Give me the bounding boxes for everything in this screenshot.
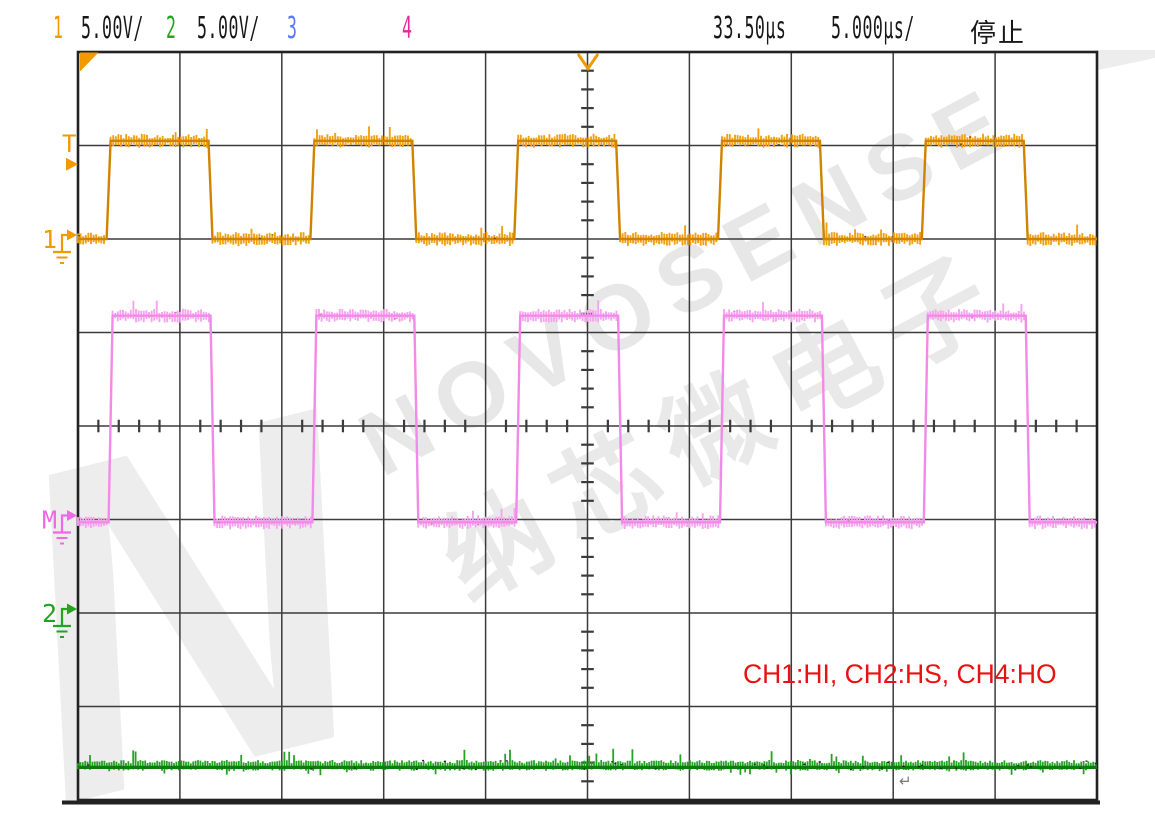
acquisition-status: 停止 bbox=[970, 19, 1027, 49]
trace-start-marker-icon bbox=[80, 52, 99, 72]
svg-text:M: M bbox=[42, 506, 57, 535]
ch2-number: 2 bbox=[166, 11, 177, 46]
waveforms bbox=[77, 126, 1097, 776]
timebase: 5.000µs/ bbox=[831, 11, 915, 46]
ch1-number: 1 bbox=[53, 11, 64, 46]
svg-text:1: 1 bbox=[42, 225, 57, 254]
svg-text:T: T bbox=[62, 130, 76, 158]
trace-ch1-hi-input- bbox=[77, 126, 1097, 246]
return-glyph: ↵ bbox=[899, 772, 912, 790]
trace-ch2-hs bbox=[77, 748, 1097, 776]
graticule-gridlines bbox=[78, 52, 1097, 800]
ch2-scale: 5.00V/ bbox=[197, 11, 260, 46]
trigger-time: 33.50µs bbox=[713, 11, 787, 46]
annotation-text: CH1:HI, CH2:HS, CH4:HO bbox=[743, 659, 1057, 689]
ch1-scale: 5.00V/ bbox=[81, 11, 144, 46]
ch1-ground-marker: 1 bbox=[42, 225, 77, 264]
svg-text:2: 2 bbox=[42, 599, 57, 628]
trigger-position-icon bbox=[576, 53, 600, 72]
ch2-ground-marker: 2 bbox=[42, 599, 77, 638]
trace-ch4-m-ho-output- bbox=[77, 300, 1097, 530]
channel-markers: T 1 M 2 bbox=[42, 130, 78, 638]
trigger-level-marker: T bbox=[62, 130, 78, 171]
ch3-number: 3 bbox=[287, 11, 298, 46]
ch4-number: 4 bbox=[402, 11, 413, 46]
graticule-border bbox=[62, 50, 1100, 805]
math-ground-marker: M bbox=[42, 506, 77, 545]
scope-header: 1 5.00V/ 2 5.00V/ 3 4 33.50µs 5.000µs/ 停… bbox=[0, 0, 1155, 50]
